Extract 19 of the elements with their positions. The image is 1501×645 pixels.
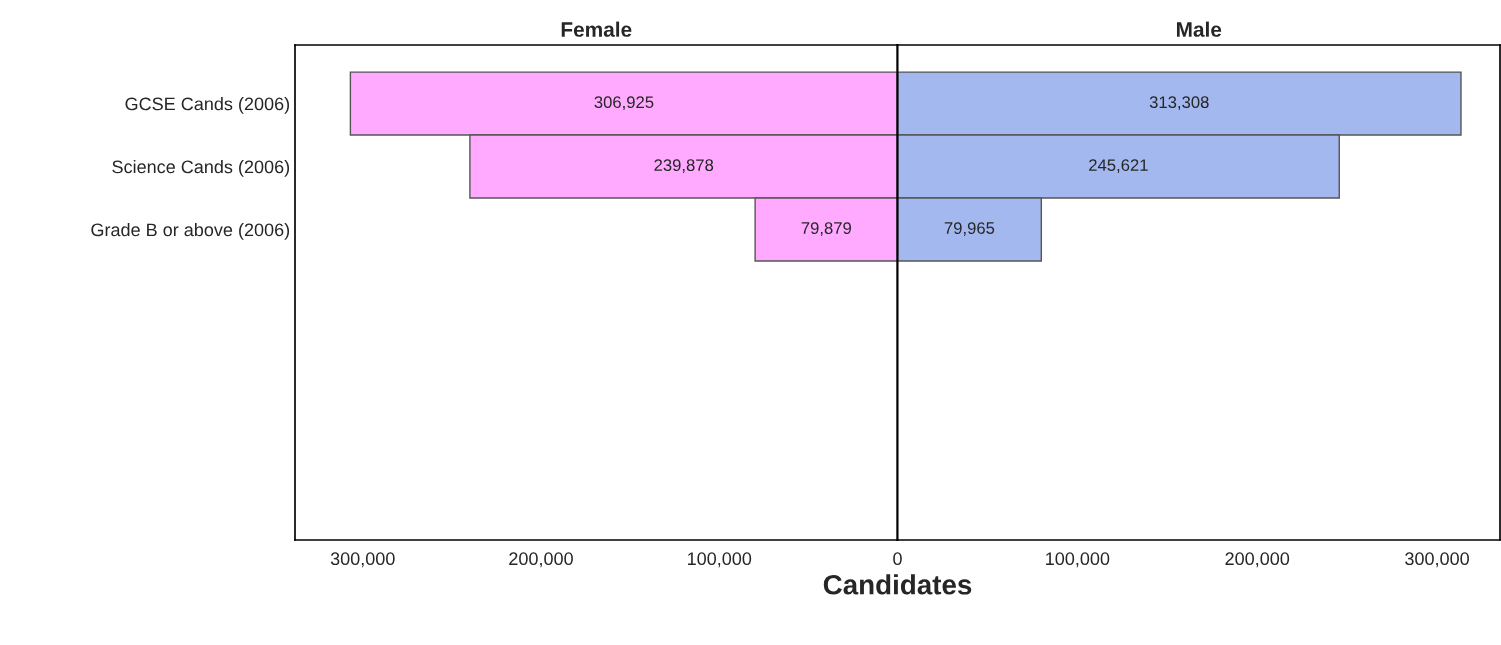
x-tick-label: 100,000 (687, 552, 752, 568)
x-tick-label: 100,000 (1046, 552, 1110, 568)
x-tick-label: 300,000 (330, 552, 395, 568)
x-tick-label: 300,000 (1405, 552, 1469, 568)
chart-title: Female (561, 21, 632, 37)
data-label: 313,308 (1149, 96, 1209, 111)
data-label: 79,879 (801, 222, 852, 236)
chart-title: Male (1176, 21, 1222, 37)
y-tick-label: Science Cands (2006) (112, 160, 290, 177)
x-axis-title: Candidates (823, 574, 972, 595)
x-tick-label: 200,000 (1225, 552, 1290, 568)
x-tick-label: 0 (893, 552, 902, 566)
y-tick-label: Grade B or above (2006) (91, 222, 290, 240)
data-label: 245,621 (1089, 159, 1148, 173)
data-label: 306,925 (594, 96, 654, 111)
x-tick-label: 200,000 (509, 552, 573, 568)
y-tick-label: GCSE Cands (2006) (125, 97, 290, 114)
data-label: 239,878 (654, 159, 714, 173)
data-label: 79,965 (944, 222, 995, 236)
